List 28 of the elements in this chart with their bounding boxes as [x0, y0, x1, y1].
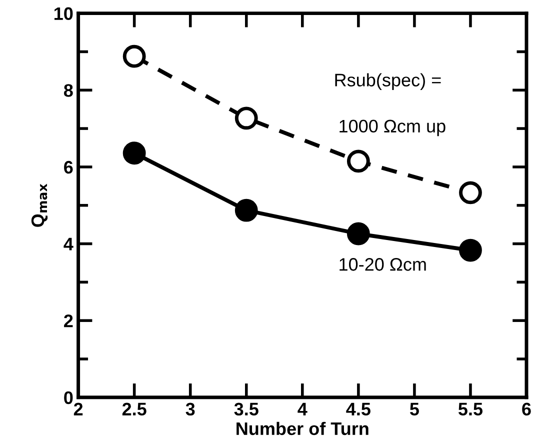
y-tick-label: 10	[54, 7, 73, 20]
x-tick-label: 3	[186, 402, 195, 416]
x-tick-label: 3.5	[234, 402, 258, 416]
x-tick-label: 5	[410, 402, 419, 416]
y-tick-label: 4	[64, 238, 74, 250]
point	[122, 44, 146, 68]
x-tick-label: 5.5	[458, 402, 483, 416]
annotation: Rsub(spec) =	[335, 73, 441, 90]
point	[346, 222, 370, 246]
y-axis-title: Q$_{max}$	[31, 184, 48, 227]
point	[459, 238, 482, 262]
point	[346, 150, 370, 173]
series-label: 10-20 Ωcm	[340, 258, 426, 271]
x-axis-title: Number of Turn	[236, 422, 368, 436]
x-tick-label: 2.5	[122, 402, 146, 416]
y-tick-label: 0	[64, 391, 73, 404]
x-tick-label: 6	[522, 402, 531, 416]
point	[234, 106, 258, 130]
series-label: 1000 Ωcm up	[340, 120, 446, 136]
y-tick-label: 8	[64, 84, 73, 97]
point	[234, 198, 258, 222]
point	[459, 181, 482, 204]
y-tick-label: 6	[64, 160, 73, 174]
point	[122, 142, 146, 165]
x-tick-label: 4	[298, 402, 308, 416]
y-tick-label: 2	[64, 314, 73, 328]
x-tick-label: 4.5	[346, 402, 370, 416]
x-tick-label: 2	[74, 402, 83, 416]
